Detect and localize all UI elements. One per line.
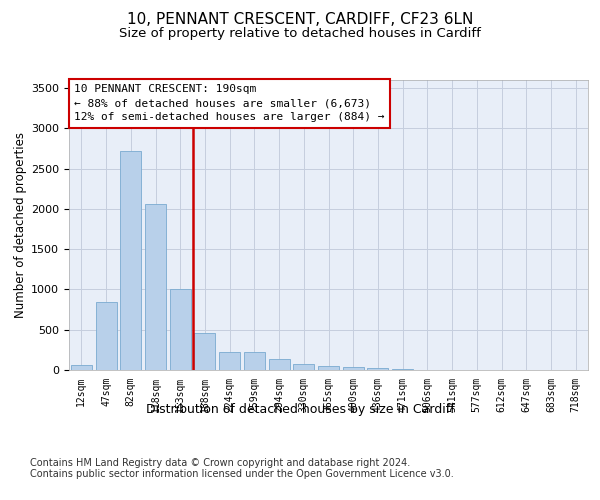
Bar [318,366,339,370]
Text: 10 PENNANT CRESCENT: 190sqm
← 88% of detached houses are smaller (6,673)
12% of : 10 PENNANT CRESCENT: 190sqm ← 88% of det… [74,84,385,122]
Bar [392,369,413,370]
Bar [170,288,191,370]
Text: Distribution of detached houses by size in Cardiff: Distribution of detached houses by size … [146,402,454,415]
Bar [71,365,92,370]
Bar [145,204,166,370]
Bar [343,367,364,370]
Text: 10, PENNANT CRESCENT, CARDIFF, CF23 6LN: 10, PENNANT CRESCENT, CARDIFF, CF23 6LN [127,12,473,28]
Y-axis label: Number of detached properties: Number of detached properties [14,132,27,318]
Bar [120,151,141,370]
Bar [269,359,290,370]
Bar [244,352,265,370]
Bar [367,368,388,370]
Text: Contains HM Land Registry data © Crown copyright and database right 2024.
Contai: Contains HM Land Registry data © Crown c… [30,458,454,479]
Text: Size of property relative to detached houses in Cardiff: Size of property relative to detached ho… [119,28,481,40]
Bar [219,352,240,370]
Bar [95,302,116,370]
Bar [194,333,215,370]
Bar [293,364,314,370]
